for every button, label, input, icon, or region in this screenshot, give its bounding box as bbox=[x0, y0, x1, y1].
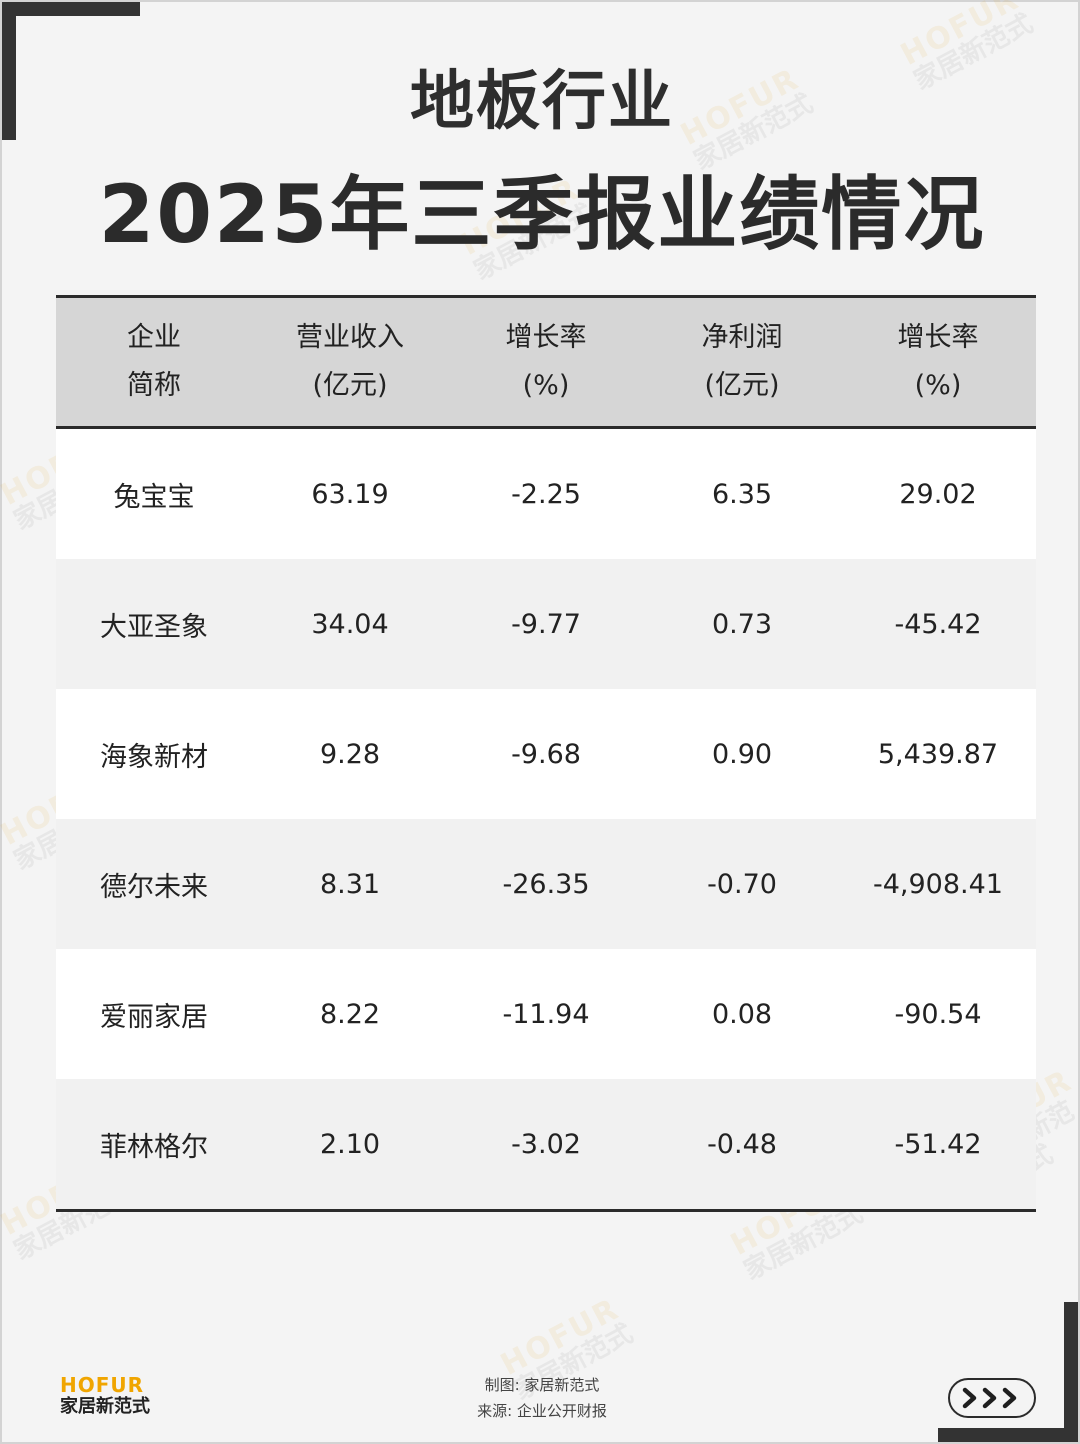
table-row: 大亚圣象 34.04 -9.77 0.73 -45.42 bbox=[56, 559, 1036, 689]
cell-revenue: 2.10 bbox=[319, 1128, 381, 1160]
table-row: 爱丽家居 8.22 -11.94 0.08 -90.54 bbox=[56, 949, 1036, 1079]
table-row: 菲林格尔 2.10 -3.02 -0.48 -51.42 bbox=[56, 1079, 1036, 1209]
logo-text-en: HOFUR bbox=[60, 1373, 145, 1397]
cell-profit-growth: -51.42 bbox=[894, 1128, 982, 1160]
page-subtitle: 2025年三季报业绩情况 bbox=[98, 168, 986, 261]
cell-company: 爱丽家居 bbox=[100, 1001, 208, 1033]
corner-decoration bbox=[2, 2, 16, 140]
cell-revenue: 8.22 bbox=[319, 998, 381, 1030]
header-revenue-growth: 增长率 (%) bbox=[505, 322, 587, 401]
credit-source: 来源: 企业公开财报 bbox=[477, 1402, 607, 1420]
cell-revenue-growth: -26.35 bbox=[502, 868, 590, 900]
cell-profit-growth: 5,439.87 bbox=[877, 738, 999, 770]
table-row: 海象新材 9.28 -9.68 0.90 5,439.87 bbox=[56, 689, 1036, 819]
cell-net-profit: 6.35 bbox=[711, 478, 773, 510]
cell-revenue-growth: -3.02 bbox=[511, 1128, 581, 1160]
cell-revenue-growth: -9.68 bbox=[511, 738, 581, 770]
triple-chevron-right-icon bbox=[962, 1387, 1017, 1409]
cell-revenue: 34.04 bbox=[311, 608, 389, 640]
cell-net-profit: 0.08 bbox=[711, 998, 773, 1030]
page-title: 地板行业 bbox=[410, 65, 674, 139]
cell-revenue: 9.28 bbox=[319, 738, 381, 770]
cell-net-profit: -0.48 bbox=[707, 1128, 777, 1160]
earnings-table: 企业 简称 营业收入 (亿元) 增长率 (%) 净利润 (亿元) 增长率 (%) 兔宝宝 … bbox=[56, 295, 1036, 1212]
header-profit-growth: 增长率 (%) bbox=[897, 322, 979, 401]
cell-profit-growth: 29.02 bbox=[899, 478, 977, 510]
table-row: 德尔未来 8.31 -26.35 -0.70 -4,908.41 bbox=[56, 819, 1036, 949]
table-row: 兔宝宝 63.19 -2.25 6.35 29.02 bbox=[56, 429, 1036, 559]
cell-net-profit: 0.73 bbox=[711, 608, 773, 640]
corner-decoration bbox=[1064, 1302, 1078, 1442]
cell-company: 德尔未来 bbox=[100, 871, 208, 903]
header-net-profit: 净利润 (亿元) bbox=[701, 322, 783, 401]
cell-profit-growth: -45.42 bbox=[894, 608, 982, 640]
cell-revenue-growth: -9.77 bbox=[511, 608, 581, 640]
header-revenue: 营业收入 (亿元) bbox=[296, 322, 404, 401]
corner-decoration bbox=[2, 2, 140, 16]
cell-profit-growth: -90.54 bbox=[894, 998, 982, 1030]
cell-company: 菲林格尔 bbox=[100, 1131, 208, 1163]
cell-revenue: 63.19 bbox=[311, 478, 389, 510]
cell-net-profit: -0.70 bbox=[707, 868, 777, 900]
cell-net-profit: 0.90 bbox=[711, 738, 773, 770]
cell-company: 大亚圣象 bbox=[100, 611, 208, 643]
corner-decoration bbox=[938, 1428, 1078, 1442]
cell-company: 兔宝宝 bbox=[113, 481, 195, 513]
cell-profit-growth: -4,908.41 bbox=[873, 868, 1003, 900]
next-page-button[interactable] bbox=[948, 1378, 1036, 1418]
table-header: 企业 简称 营业收入 (亿元) 增长率 (%) 净利润 (亿元) 增长率 (%) bbox=[56, 298, 1036, 429]
cell-revenue-growth: -2.25 bbox=[511, 478, 581, 510]
logo-text-cn: 家居新范式 bbox=[60, 1396, 150, 1417]
brand-logo: HOFUR 家居新范式 bbox=[60, 1374, 150, 1418]
cell-company: 海象新材 bbox=[100, 741, 208, 773]
header-company: 企业 简称 bbox=[127, 322, 181, 401]
footer-credits: 制图: 家居新范式 来源: 企业公开财报 bbox=[2, 1372, 1080, 1424]
cell-revenue-growth: -11.94 bbox=[502, 998, 590, 1030]
credit-made-by: 制图: 家居新范式 bbox=[484, 1376, 600, 1394]
cell-revenue: 8.31 bbox=[319, 868, 381, 900]
